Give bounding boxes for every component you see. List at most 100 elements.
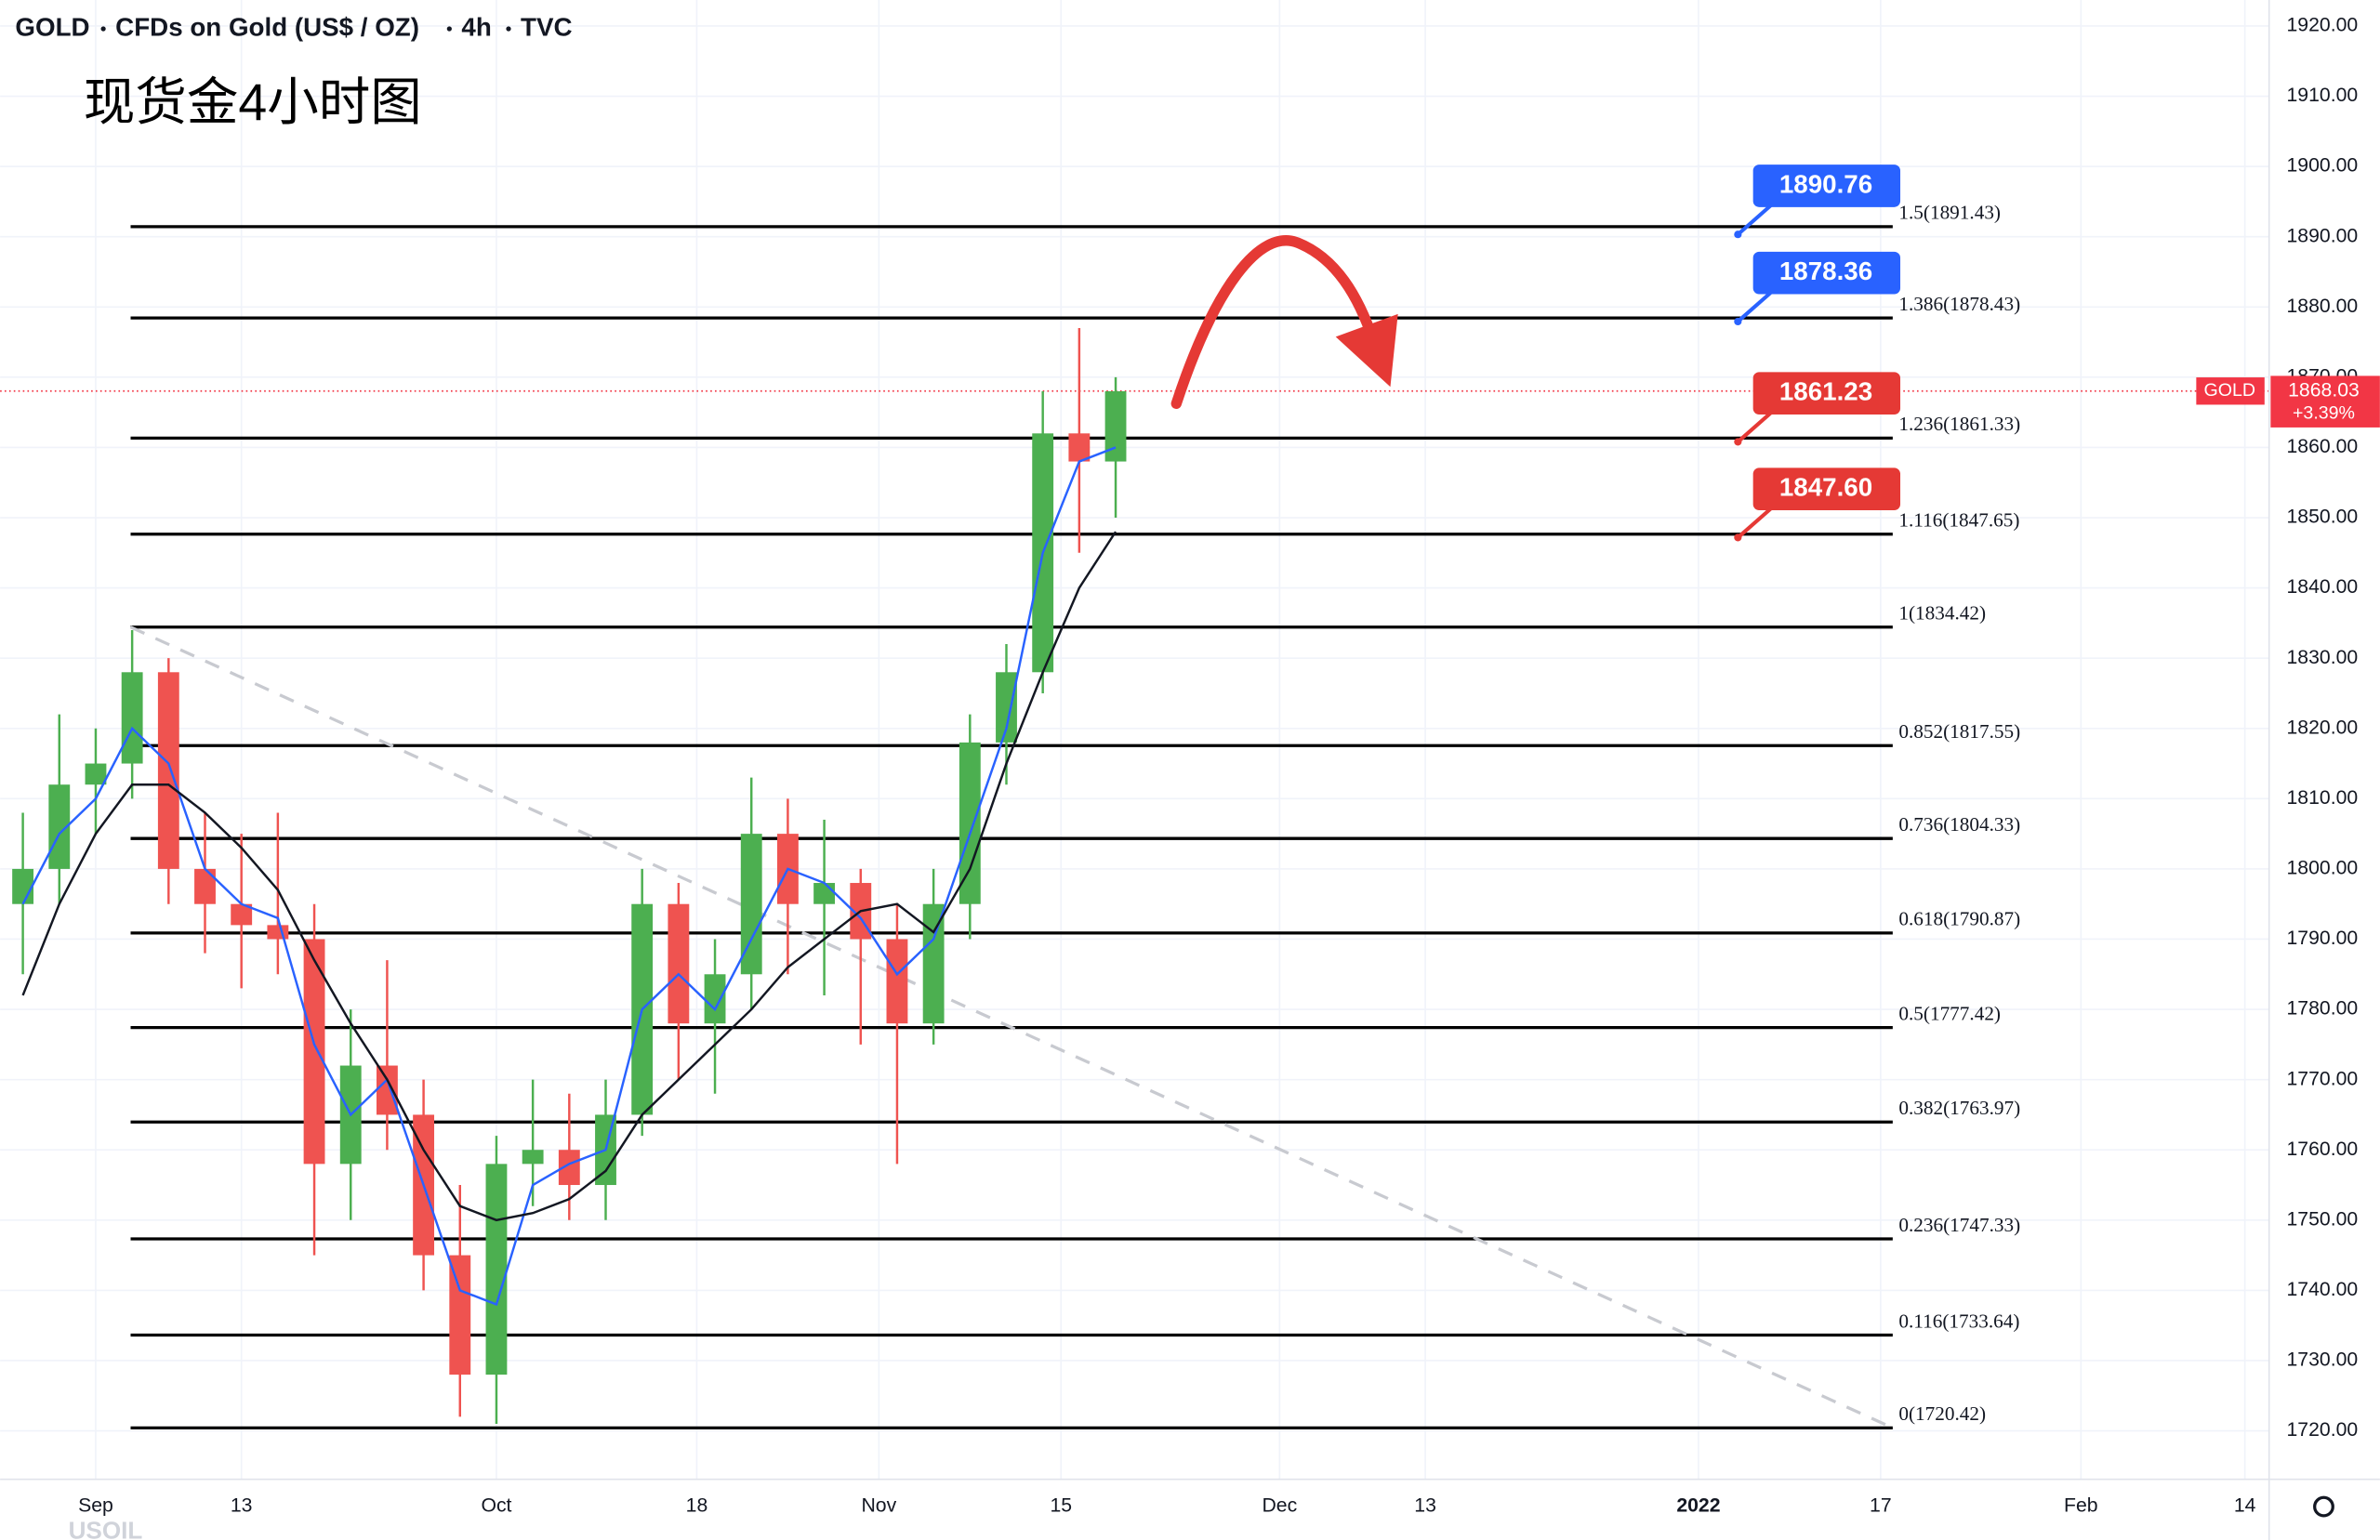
- fib-label: 0.736(1804.33): [1898, 813, 2020, 836]
- callout-label: 1878.36: [1779, 257, 1872, 285]
- y-tick-label: 1850.00: [2287, 507, 2359, 528]
- y-tick-label: 1790.00: [2287, 928, 2359, 949]
- fib-label: 0.382(1763.97): [1898, 1097, 2020, 1119]
- gear[interactable]: [2313, 1495, 2334, 1518]
- instrument-name: CFDs on Gold (US$ / OZ): [115, 12, 419, 41]
- forecast-arrow-head: [1335, 313, 1398, 388]
- fib-label: 1.386(1878.43): [1898, 293, 2020, 315]
- fib-label: 0.852(1817.55): [1898, 720, 2020, 743]
- candle-body: [267, 925, 289, 940]
- y-tick-label: 1800.00: [2287, 858, 2359, 879]
- callout-box: [1752, 372, 1901, 415]
- fib-label: 0.5(1777.42): [1898, 1002, 2001, 1024]
- candle-body: [157, 672, 179, 869]
- y-tick-label: 1840.00: [2287, 576, 2359, 598]
- x-tick-label: Oct: [481, 1495, 511, 1517]
- separator: [100, 26, 106, 32]
- callout-anchor: [1734, 438, 1742, 446]
- y-tick-label: 1860.00: [2287, 436, 2359, 457]
- candle-body: [194, 868, 216, 904]
- plot: [12, 327, 1127, 1424]
- y-tick-label: 1760.00: [2287, 1139, 2359, 1160]
- candle-body: [1068, 433, 1091, 462]
- chart-title: 现货金4小时图: [84, 73, 422, 131]
- x-tick-label: Dec: [1262, 1495, 1297, 1517]
- moving-average: [21, 531, 1117, 1222]
- fib-label: 1.116(1847.65): [1898, 509, 2019, 532]
- candle-body: [12, 868, 34, 904]
- candle-body: [449, 1255, 471, 1375]
- x-tick-label: 13: [231, 1495, 253, 1517]
- forecast-arrow: [1170, 235, 1380, 409]
- callout-label: 1890.76: [1779, 169, 1872, 198]
- y-tick-label: 1750.00: [2287, 1208, 2359, 1230]
- y-tick-label: 1920.00: [2287, 15, 2359, 36]
- candle-body: [231, 903, 253, 926]
- x-tick-label: 15: [1050, 1495, 1072, 1517]
- fib-label: 0(1720.42): [1898, 1402, 1986, 1425]
- candle-body: [959, 742, 981, 904]
- price-chip-label: 1868.03: [2288, 379, 2360, 401]
- y-tick-label: 1900.00: [2287, 155, 2359, 177]
- symbol: GOLD: [15, 12, 89, 41]
- x-tick-label: 2022: [1676, 1495, 1720, 1517]
- price-chip: [2270, 375, 2380, 428]
- fib-label: 0.618(1790.87): [1898, 908, 2020, 930]
- interval: 4h: [461, 12, 491, 41]
- x-tick-label: 13: [1414, 1495, 1436, 1517]
- y-tick-label: 1830.00: [2287, 647, 2359, 668]
- settings-icon[interactable]: [2313, 1495, 2334, 1518]
- price-change-label: +3.39%: [2293, 402, 2355, 423]
- candle-body: [1104, 390, 1127, 462]
- callout-label: 1847.60: [1779, 473, 1872, 502]
- callout-box: [1752, 467, 1901, 511]
- callout-box: [1752, 251, 1901, 295]
- y-tick-label: 1720.00: [2287, 1419, 2359, 1441]
- candle-body: [48, 784, 71, 869]
- candle-body: [922, 903, 945, 1024]
- x-tick-label: Feb: [2064, 1495, 2098, 1517]
- separator: [446, 26, 452, 32]
- candle-body: [121, 672, 143, 764]
- callout-anchor: [1734, 317, 1742, 326]
- y-tick-label: 1780.00: [2287, 998, 2359, 1020]
- trend-line: [129, 625, 1894, 1429]
- x-tick-label: Sep: [78, 1495, 113, 1517]
- y-tick-label: 1740.00: [2287, 1279, 2359, 1300]
- candle-body: [558, 1150, 580, 1186]
- x-tick-label: 18: [686, 1495, 708, 1517]
- candle-body: [813, 883, 836, 904]
- symbol-chip: [2196, 377, 2265, 405]
- y-tick-label: 1820.00: [2287, 717, 2359, 738]
- callout-box: [1752, 165, 1901, 207]
- moving-average: [21, 446, 1117, 1307]
- y-tick-label: 1770.00: [2287, 1068, 2359, 1089]
- candle-body: [740, 834, 762, 975]
- candle-body: [704, 974, 726, 1024]
- fib-label: 1.236(1861.33): [1898, 413, 2020, 435]
- x-tick-label: 14: [2234, 1495, 2256, 1517]
- watermark: USOIL: [69, 1517, 143, 1540]
- fib-label: 1.5(1891.43): [1898, 202, 2001, 224]
- fib-label: 1(1834.42): [1898, 602, 1986, 625]
- candle-body: [303, 939, 325, 1165]
- callout-anchor: [1734, 230, 1742, 239]
- callout-label: 1861.23: [1779, 376, 1872, 405]
- y-tick-label: 1810.00: [2287, 787, 2359, 809]
- candle-body: [668, 903, 690, 1024]
- y-tick-label: 1910.00: [2287, 85, 2359, 106]
- candle-body: [522, 1150, 544, 1165]
- candle-body: [996, 672, 1017, 743]
- callout-anchor: [1734, 533, 1742, 542]
- x-tick-label: 17: [1870, 1495, 1892, 1517]
- fib-label: 0.236(1747.33): [1898, 1214, 2020, 1236]
- candle-body: [85, 763, 107, 785]
- y-tick-label: 1890.00: [2287, 225, 2359, 246]
- fib-label: 0.116(1733.64): [1898, 1310, 2019, 1332]
- candle-body: [376, 1065, 398, 1115]
- candle-body: [886, 939, 908, 1024]
- candle-body: [485, 1164, 508, 1375]
